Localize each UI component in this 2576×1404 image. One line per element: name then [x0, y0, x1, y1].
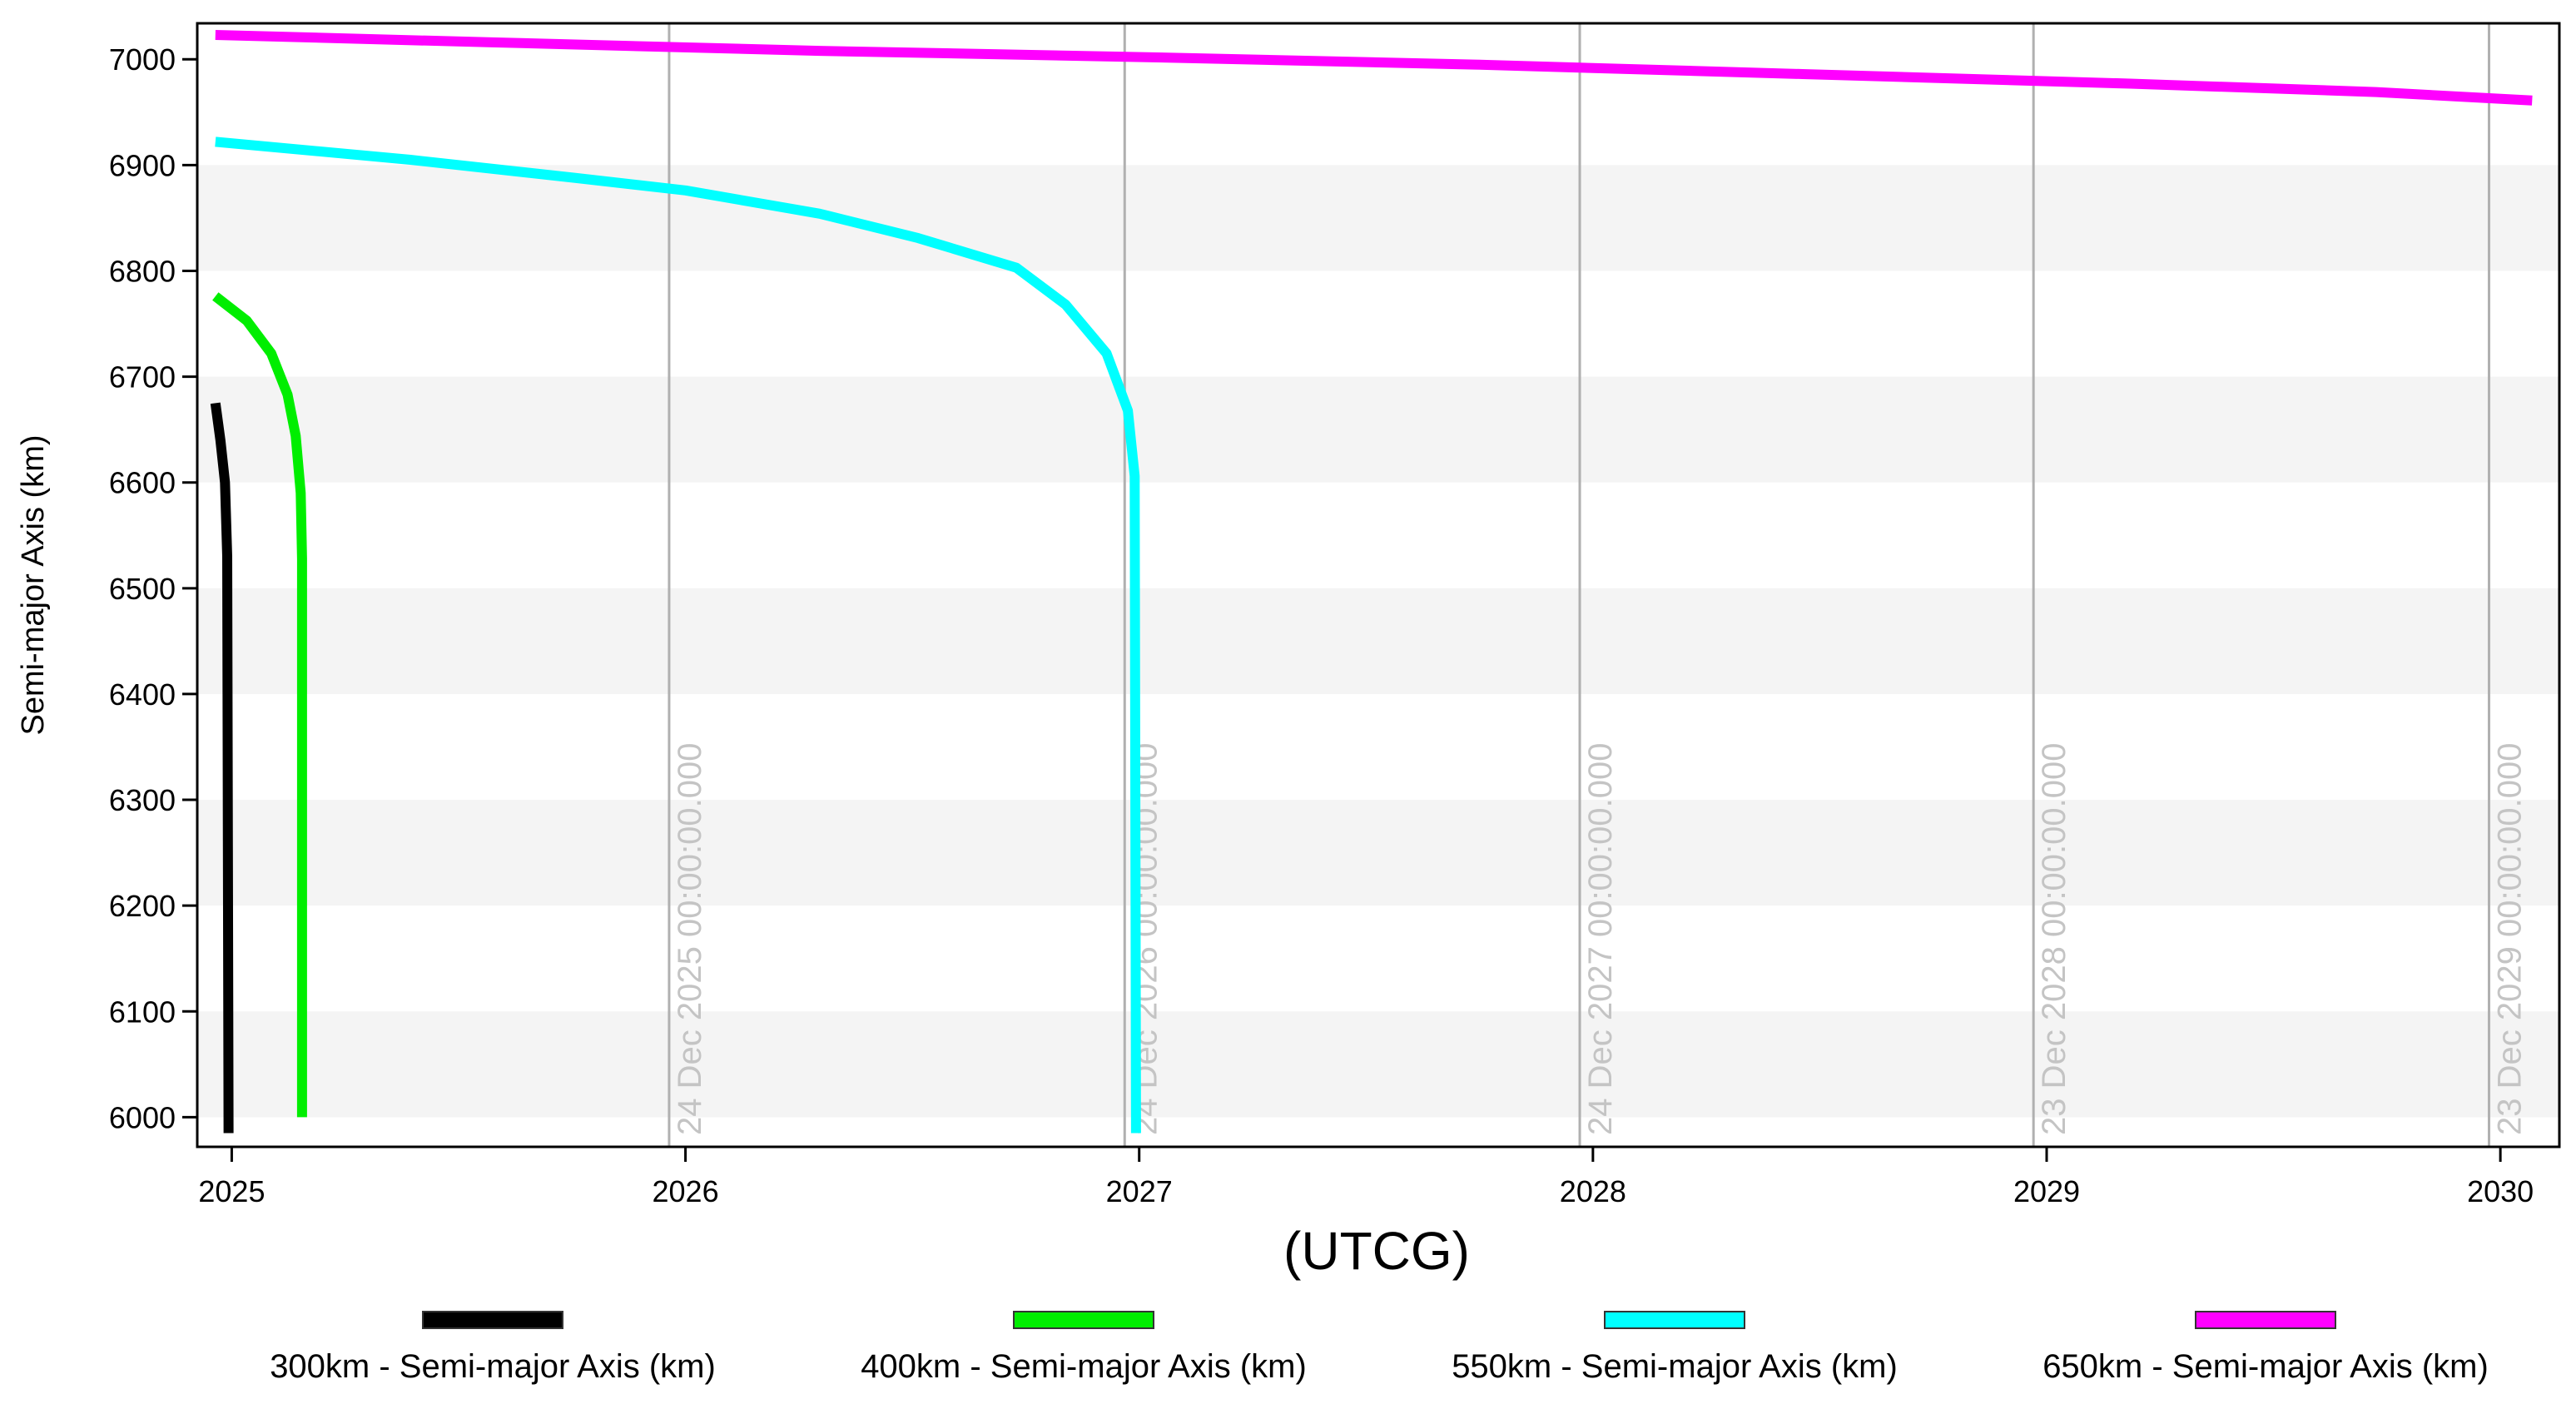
- y-tick-label: 6100: [109, 995, 176, 1029]
- x-axis-title: (UTCG): [1283, 1221, 1470, 1281]
- legend-swatch: [1604, 1311, 1745, 1329]
- x-tick-label: 2028: [1560, 1174, 1626, 1208]
- legend-swatch: [422, 1311, 563, 1329]
- legend-label: 300km - Semi-major Axis (km): [270, 1348, 716, 1385]
- legend-label: 400km - Semi-major Axis (km): [861, 1348, 1307, 1385]
- x-tick-label: 2025: [198, 1174, 265, 1208]
- legend-swatch: [1013, 1311, 1154, 1329]
- annotation-label: 23 Dec 2029 00:00:00.000: [2492, 742, 2529, 1135]
- legend-swatch: [2195, 1311, 2336, 1329]
- y-tick-label: 6700: [109, 360, 176, 394]
- series-line: [212, 292, 307, 1118]
- grid-band: [197, 376, 2559, 483]
- legend-label: 650km - Semi-major Axis (km): [2042, 1348, 2489, 1385]
- plot-frame: [196, 22, 2561, 1149]
- x-tick-label: 2030: [2467, 1174, 2534, 1208]
- y-tick-label: 6800: [109, 254, 176, 288]
- y-tick-label: 6600: [109, 466, 176, 500]
- x-tick-label: 2029: [2013, 1174, 2080, 1208]
- legend-label: 550km - Semi-major Axis (km): [1452, 1348, 1898, 1385]
- y-tick-label: 6300: [109, 783, 176, 817]
- grid-band: [197, 588, 2559, 694]
- annotation-label: 23 Dec 2028 00:00:00.000: [2036, 742, 2072, 1135]
- annotation-label: 24 Dec 2027 00:00:00.000: [1582, 742, 1619, 1135]
- grid-band: [197, 165, 2559, 271]
- y-tick-label: 6500: [109, 572, 176, 606]
- x-tick-label: 2027: [1106, 1174, 1173, 1208]
- series-line: [215, 30, 2533, 106]
- grid-band: [197, 1011, 2559, 1118]
- y-tick-label: 6400: [109, 677, 176, 712]
- annotation-label: 24 Dec 2025 00:00:00.000: [672, 742, 708, 1135]
- x-tick-label: 2026: [653, 1174, 719, 1208]
- series-line: [210, 402, 234, 1134]
- grid-band: [197, 800, 2559, 906]
- y-tick-label: 7000: [109, 42, 176, 77]
- series-line: [215, 136, 1141, 1134]
- y-tick-label: 6900: [109, 148, 176, 182]
- y-tick-label: 6200: [109, 889, 176, 923]
- y-tick-label: 6000: [109, 1100, 176, 1134]
- y-axis-title: Semi-major Axis (km): [16, 434, 51, 735]
